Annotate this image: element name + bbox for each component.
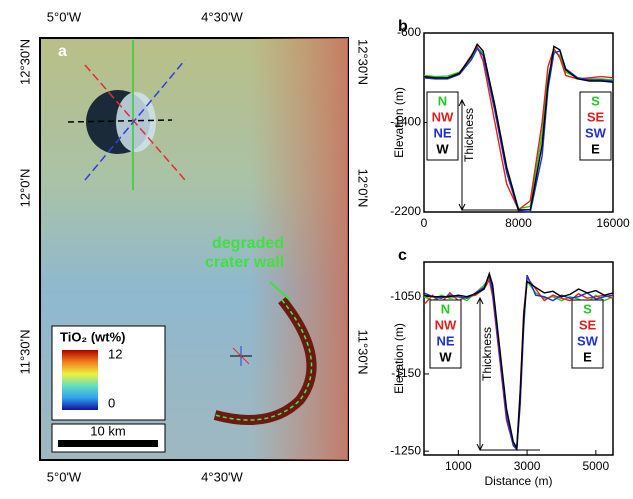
lat-label: 12°0'N <box>356 169 371 208</box>
legend-entry: E <box>583 349 592 364</box>
colorbar-title: TiO₂ (wt%) <box>60 329 125 344</box>
lon-label: 4°30'W <box>201 9 243 24</box>
colorbar-tick: 12 <box>108 346 122 361</box>
lat-label: 12°30'N <box>17 39 32 85</box>
x-tick-label: 8000 <box>505 216 532 230</box>
annotation: degraded <box>212 235 284 252</box>
x-tick-label: 1000 <box>445 459 472 473</box>
figure: a degraded crater wall TiO₂ (wt%) 12 0 1… <box>0 0 633 494</box>
legend-entry: SW <box>585 125 607 140</box>
legend-entry: SE <box>579 317 597 332</box>
y-tick-label: -2200 <box>390 204 421 218</box>
annotation: Thickness <box>462 108 476 162</box>
lat-label: 12°30'N <box>356 39 371 85</box>
colorbar-tick: 0 <box>108 395 115 410</box>
x-tick-label: 3000 <box>514 459 541 473</box>
legend-entry: NE <box>436 333 454 348</box>
legend-entry: S <box>583 301 592 316</box>
annotation: crater wall <box>205 254 284 271</box>
legend-entry: W <box>439 349 452 364</box>
legend-entry: E <box>591 141 600 156</box>
lat-label: 11°30'N <box>17 329 32 374</box>
y-tick-label: -1250 <box>390 443 421 457</box>
x-tick-label: 16000 <box>596 216 630 230</box>
panel-label: a <box>58 43 67 60</box>
legend-entry: S <box>591 93 600 108</box>
y-tick-label: -1050 <box>390 289 421 303</box>
legend-entry: W <box>436 141 449 156</box>
panel-label: c <box>398 247 407 264</box>
legend-entry: N <box>438 93 447 108</box>
legend-entry: NW <box>435 317 457 332</box>
scalebar <box>58 440 158 447</box>
y-axis-label: Elevation (m) <box>392 323 406 394</box>
x-tick-label: 5000 <box>582 459 609 473</box>
y-tick-label: -600 <box>397 25 421 39</box>
scalebar-label: 10 km <box>90 423 125 438</box>
legend-entry: SW <box>577 333 599 348</box>
legend-entry: SE <box>587 109 605 124</box>
x-axis-label: Distance (m) <box>484 474 552 488</box>
map-panel: a degraded crater wall TiO₂ (wt%) 12 0 1… <box>17 9 370 484</box>
y-axis-label: Elevation (m) <box>392 87 406 158</box>
lon-label: 5°0'W <box>47 9 82 24</box>
legend-entry: NW <box>432 109 454 124</box>
colorbar <box>62 350 98 410</box>
legend-entry: NE <box>433 125 451 140</box>
x-tick-label: 0 <box>421 216 428 230</box>
lat-label: 12°0'N <box>17 169 32 208</box>
annotation: Thickness <box>480 327 494 381</box>
lon-label: 5°0'W <box>47 469 82 484</box>
lat-label: 11°30'N <box>356 329 371 374</box>
legend-entry: N <box>441 301 450 316</box>
lon-label: 4°30'W <box>201 469 243 484</box>
